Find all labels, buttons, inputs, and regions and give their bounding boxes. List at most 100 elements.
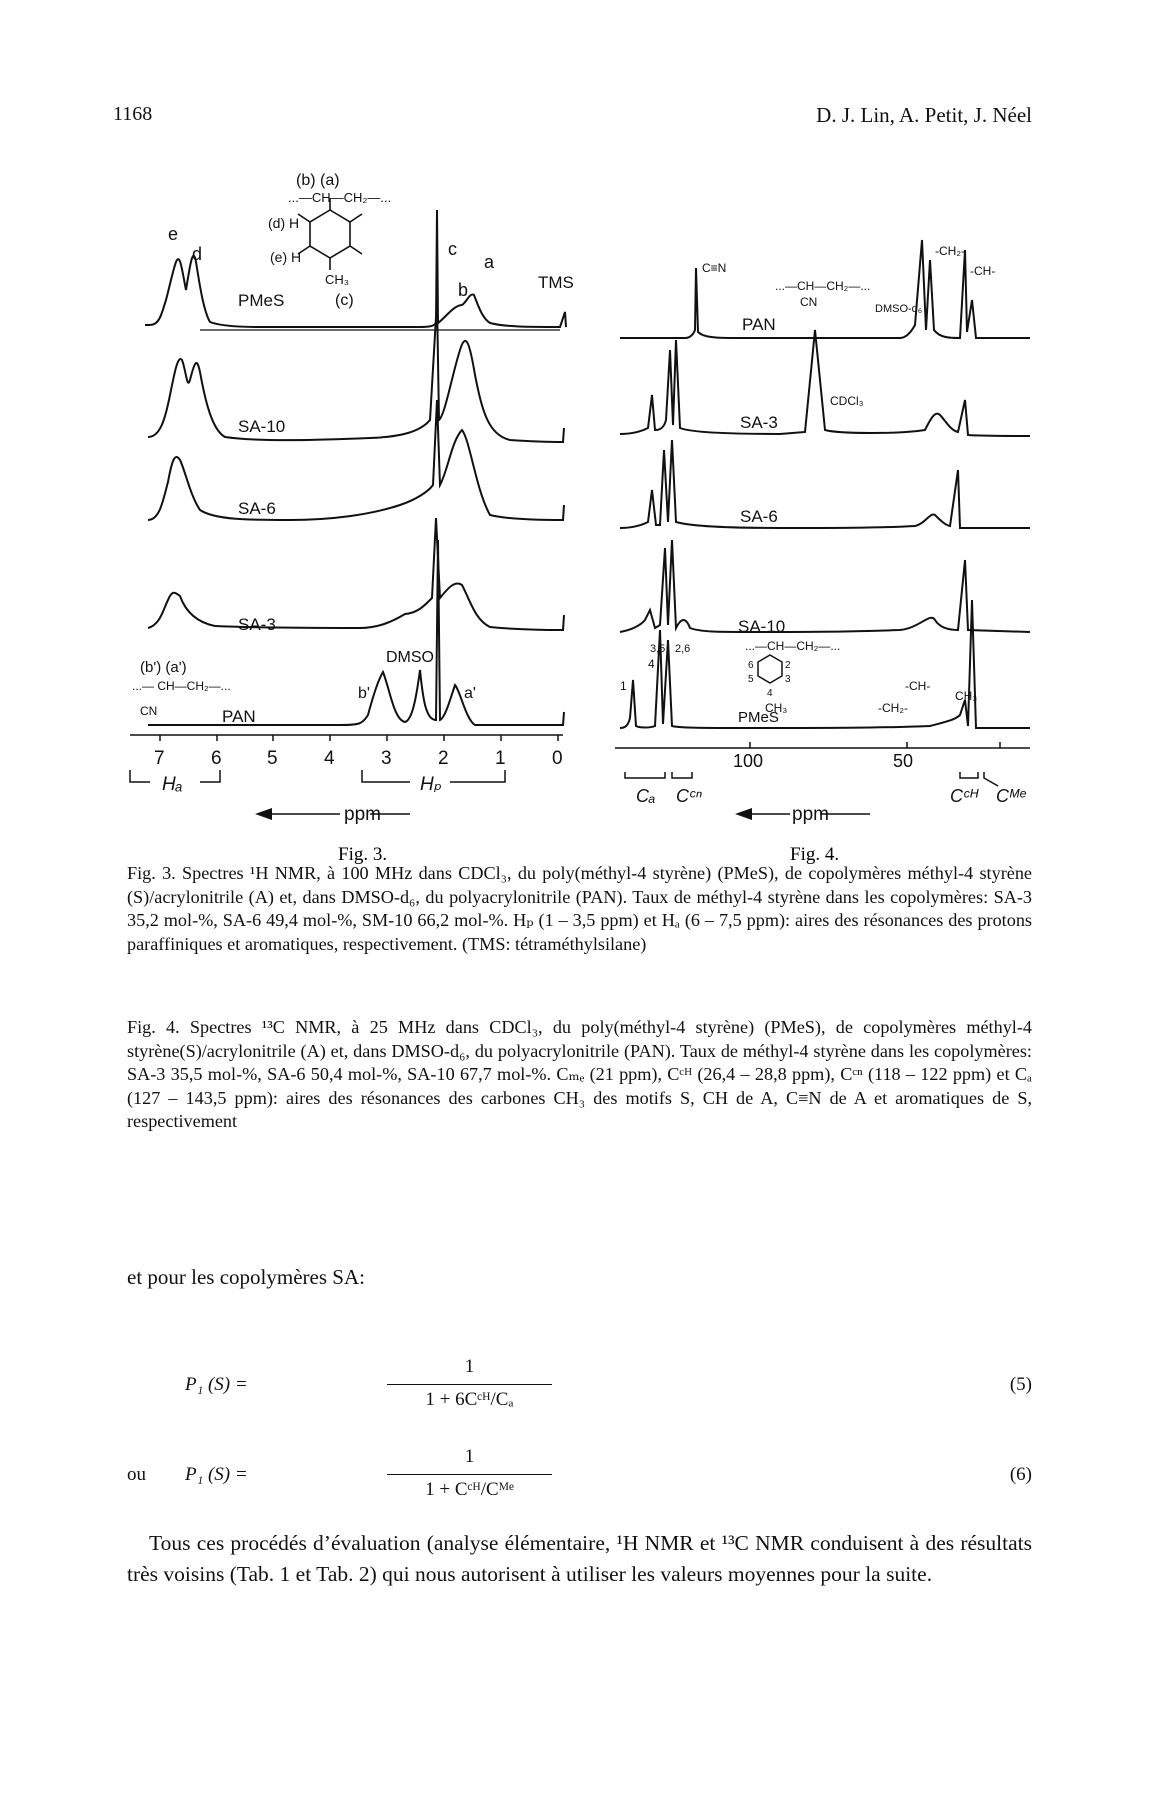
fig4-trace-sa3 [619, 329, 1031, 437]
fig4-trace-label-pmes: PMeS [738, 709, 779, 726]
fig4-label-cdcl3: CDCl₃ [830, 394, 864, 408]
fig3-struct-ch3: CH₃ [325, 272, 349, 287]
fig3-trace-label-sa3: SA-3 [238, 615, 276, 634]
fig3-trace-pmes [145, 209, 567, 329]
fig4-ring-6: 6 [748, 660, 754, 671]
fig3-peak-dmso: DMSO [386, 649, 434, 666]
fig4-label-c26: 2,6 [675, 643, 690, 655]
fig3-trace-sa10 [147, 299, 565, 444]
fig4-label: Fig. 4. [790, 844, 839, 865]
fig4-label-ch-lower: -CH- [905, 679, 930, 693]
fig3-struct-c: (c) [335, 292, 354, 309]
fig3-peak-c: c [448, 239, 457, 259]
fig3-axis-ticks: 7 6 5 4 3 2 1 0 [154, 748, 563, 769]
fig4-label-c1: 1 [620, 679, 627, 693]
fig3-range-ha: Hₐ [162, 774, 183, 795]
fig3-trace-label-pan: PAN [222, 707, 256, 726]
fig4-label-cn: C≡N [702, 261, 726, 275]
fig3-struct-top: (b) (a) [296, 172, 340, 189]
fig3-axis-label: ppm [344, 804, 381, 825]
fig4-ring-4: 4 [767, 688, 773, 699]
fig4-label-ch2: -CH₂- [935, 244, 965, 258]
fig4-trace-label-sa3: SA-3 [740, 413, 778, 432]
equation-5: P₁ (S) = 1 1 + 6Cᶜᴴ/Cₐ (5) [127, 1356, 1032, 1426]
fig3-tick: 2 [438, 748, 449, 769]
fig3-trace-label-sa6: SA-6 [238, 499, 276, 518]
equation-lead: et pour les copolymères SA: [127, 1265, 365, 1289]
fig4-label-c35: 3,5 [650, 643, 665, 655]
eq6-lhs: P₁ (S) = [185, 1464, 248, 1485]
fig3-struct-e: (e) H [270, 249, 301, 265]
fig3-trace-label-sa10: SA-10 [238, 417, 285, 436]
fig4-trace-label-pan: PAN [742, 315, 776, 334]
fig4-label-pan-cn: CN [800, 295, 817, 309]
fig3-trace-pan [148, 539, 565, 726]
page-number: 1168 [113, 103, 153, 125]
fig3-peak-e: e [168, 224, 178, 244]
equation-6: ou P₁ (S) = 1 1 + Cᶜᴴ/Cᴹᵉ (6) [127, 1446, 1032, 1516]
fig3-label: Fig. 3. [338, 844, 387, 865]
fig4-ring-3: 3 [785, 674, 791, 685]
fig4-trace-pmes [619, 599, 1030, 729]
fig3-struct-chain: ...—CH—CH₂—... [288, 190, 391, 205]
fig3-peak-d: d [192, 244, 202, 264]
fig4-label-ch3-lower: CH₃ [955, 689, 977, 703]
eq6-numerator: 1 [464, 1446, 475, 1467]
fig3-struct-d: (d) H [268, 215, 299, 231]
fig3-tick: 0 [552, 748, 563, 769]
fig4-label-c4: 4 [648, 657, 655, 671]
fig4-tick: 50 [893, 751, 913, 771]
fig4-ring-2: 2 [785, 660, 791, 671]
fig3-tick: 6 [211, 748, 222, 769]
fig4-tick: 100 [733, 751, 763, 771]
eq5-fraction: 1 1 + 6Cᶜᴴ/Cₐ [387, 1356, 552, 1411]
fig3-caption: Fig. 3. Spectres ¹H NMR, à 100 MHz dans … [127, 863, 1032, 954]
figure-3-spectra: (b) (a) ...—CH—CH₂—... (d) H (e) H CH₃ (… [129, 172, 1031, 865]
fig3-peak-tms: TMS [538, 273, 574, 292]
fig4-range-ca: Cₐ [636, 786, 655, 806]
fig4-caption: Fig. 4. Spectres ¹³C NMR, à 25 MHz dans … [127, 1017, 1032, 1131]
fig3-peak-b-prime: b' [358, 685, 370, 702]
fig4-label-ch2-lower: -CH₂- [878, 701, 908, 715]
eq6-denominator: 1 + Cᶜᴴ/Cᴹᵉ [425, 1479, 514, 1500]
fig4-trace-sa6 [619, 439, 1030, 529]
fig3-trace-sa6 [147, 399, 565, 522]
fig4-range-cme: Cᴹᵉ [996, 786, 1027, 806]
fig4-trace-pan [620, 239, 1030, 340]
fig3-struct-pan-chain: ...— CH—CH₂—... [132, 679, 231, 693]
fig3-struct-pan-cn: CN [140, 704, 157, 718]
fig3-peak-a-prime: a' [464, 685, 476, 702]
fig3-tick: 4 [324, 748, 335, 769]
fig3-tick: 7 [154, 748, 165, 769]
fig4-label-pmes-ch3: CH₃ [765, 701, 787, 715]
fig3-tick: 3 [381, 748, 392, 769]
eq6-number: (6) [1009, 1464, 1032, 1485]
fig4-range-ccn: Cᶜⁿ [676, 786, 702, 806]
fig4-trace-label-sa6: SA-6 [740, 507, 778, 526]
fig3-tick: 1 [495, 748, 506, 769]
fig4-label-pmes-chain: ...—CH—CH₂—... [745, 639, 840, 653]
eq6-conjunction: ou [127, 1464, 146, 1485]
fig4-ring-5: 5 [748, 674, 754, 685]
fig4-trace-sa10 [619, 539, 1031, 633]
fig3-trace-label-pmes: PMeS [238, 291, 284, 310]
eq5-denominator: 1 + 6Cᶜᴴ/Cₐ [425, 1389, 514, 1410]
fig4-trace-label-sa10: SA-10 [738, 617, 785, 636]
eq5-numerator: 1 [464, 1356, 475, 1377]
fig4-label-ch: -CH- [970, 264, 995, 278]
fig4-axis-label: ppm [792, 804, 829, 825]
fig3-trace-sa3 [147, 517, 565, 632]
fig4-range-cch: Cᶜᴴ [950, 786, 979, 806]
eq5-lhs: P₁ (S) = [185, 1374, 248, 1395]
eq6-fraction: 1 1 + Cᶜᴴ/Cᴹᵉ [387, 1446, 552, 1501]
body-paragraph: Tous ces procédés d’évaluation (analyse … [127, 1531, 1032, 1586]
fig4-label-dmso: DMSO-d₆ [875, 303, 922, 315]
running-head: D. J. Lin, A. Petit, J. Néel [816, 103, 1032, 127]
fig3-peak-b: b [458, 280, 468, 300]
fig3-range-hp: Hₚ [420, 774, 442, 795]
fig4-label-pan-chain: ...—CH—CH₂—... [775, 279, 870, 293]
eq5-number: (5) [1009, 1374, 1032, 1395]
fig3-tick: 5 [267, 748, 278, 769]
fig3-struct-pan-top: (b') (a') [140, 659, 187, 676]
fig3-peak-a: a [484, 252, 495, 272]
